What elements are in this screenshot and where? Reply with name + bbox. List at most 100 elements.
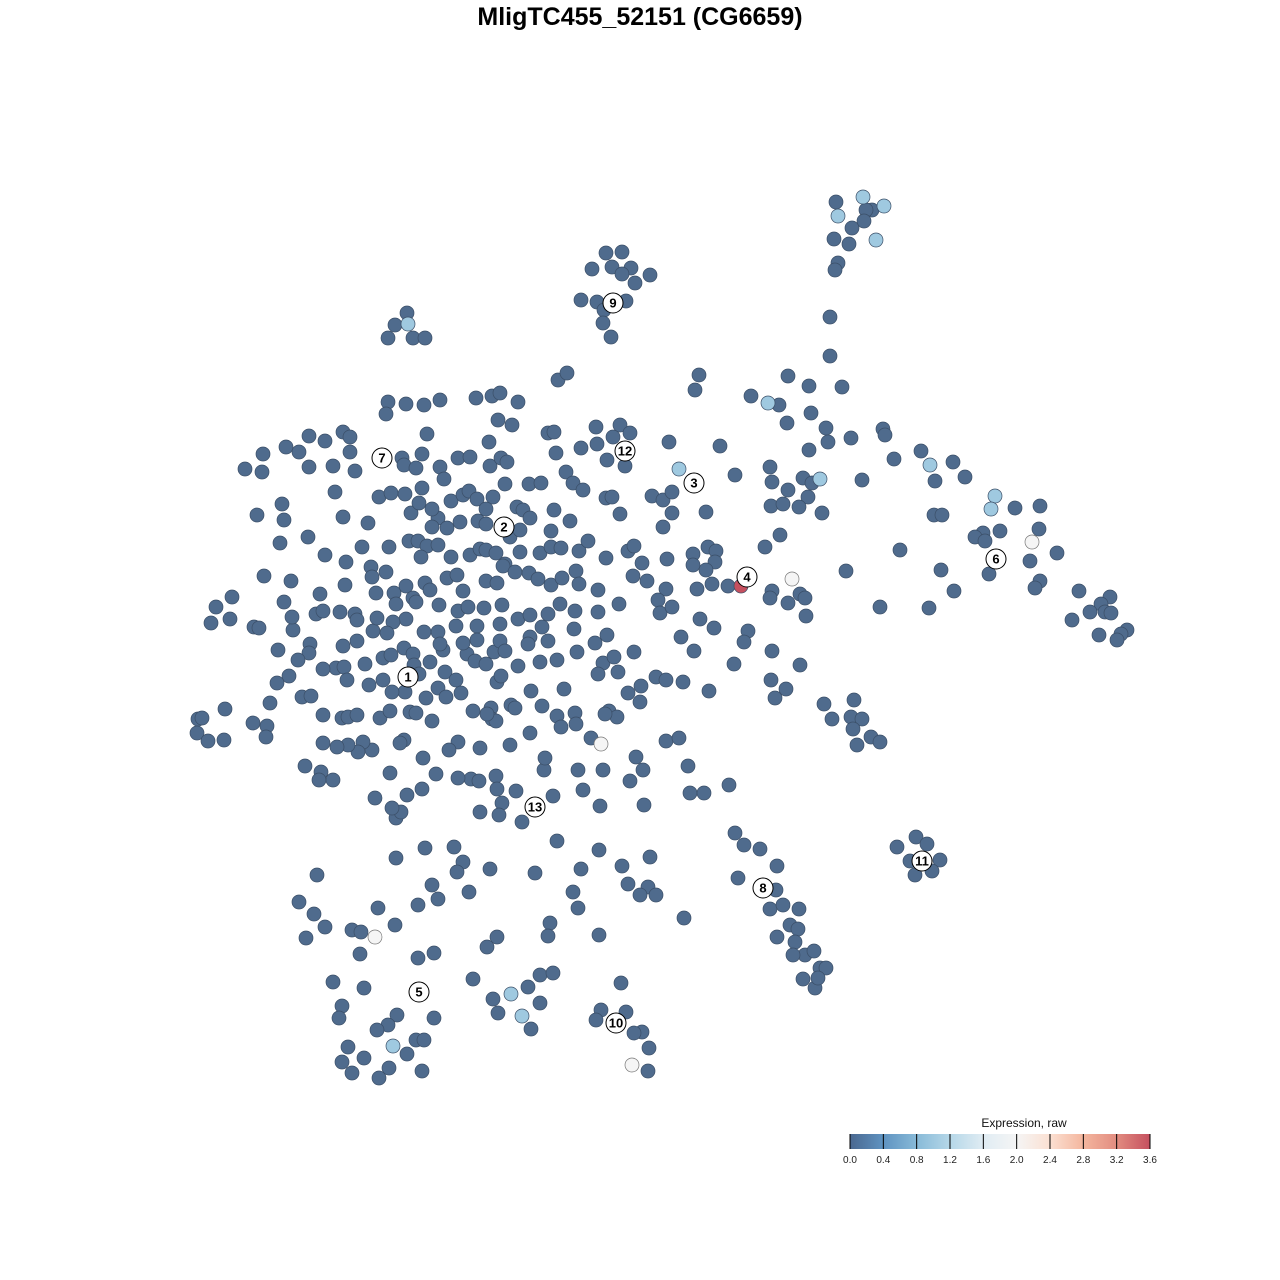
data-point bbox=[416, 397, 432, 413]
data-point bbox=[659, 551, 675, 567]
data-point bbox=[367, 790, 383, 806]
data-point bbox=[380, 394, 396, 410]
data-point bbox=[417, 840, 433, 856]
data-point bbox=[443, 549, 459, 565]
data-point bbox=[492, 385, 508, 401]
data-point bbox=[469, 618, 485, 634]
data-point bbox=[593, 736, 609, 752]
data-point bbox=[200, 733, 216, 749]
data-point bbox=[408, 460, 424, 476]
data-point bbox=[408, 594, 424, 610]
data-point bbox=[845, 721, 861, 737]
data-point bbox=[317, 433, 333, 449]
data-point bbox=[465, 971, 481, 987]
data-point bbox=[1064, 612, 1080, 628]
data-point bbox=[824, 711, 840, 727]
data-point bbox=[921, 600, 937, 616]
data-point bbox=[727, 467, 743, 483]
data-point bbox=[522, 510, 538, 526]
data-point bbox=[846, 692, 862, 708]
data-point bbox=[568, 716, 584, 732]
data-point bbox=[317, 547, 333, 563]
data-point bbox=[382, 765, 398, 781]
data-point bbox=[575, 482, 591, 498]
data-point bbox=[424, 713, 440, 729]
data-point bbox=[698, 562, 714, 578]
legend-tick-label: 3.6 bbox=[1143, 1155, 1157, 1166]
data-point bbox=[685, 557, 701, 573]
data-point bbox=[325, 458, 341, 474]
data-point bbox=[479, 939, 495, 955]
data-point bbox=[633, 678, 649, 694]
data-point bbox=[300, 529, 316, 545]
data-point bbox=[764, 643, 780, 659]
data-point bbox=[507, 700, 523, 716]
data-point bbox=[449, 864, 465, 880]
data-point bbox=[378, 406, 394, 422]
data-point bbox=[490, 1005, 506, 1021]
cluster-label-text: 2 bbox=[500, 520, 507, 535]
data-point bbox=[1082, 604, 1098, 620]
data-point bbox=[661, 434, 677, 450]
data-point bbox=[1049, 545, 1065, 561]
data-point bbox=[387, 317, 403, 333]
data-point bbox=[543, 577, 559, 593]
data-point bbox=[801, 378, 817, 394]
data-point bbox=[455, 583, 471, 599]
data-point bbox=[381, 539, 397, 555]
data-point bbox=[546, 424, 562, 440]
cluster-label: 1 bbox=[397, 666, 419, 688]
data-point bbox=[816, 696, 832, 712]
data-point bbox=[353, 924, 369, 940]
data-point bbox=[481, 434, 497, 450]
data-point bbox=[290, 652, 306, 668]
data-point bbox=[676, 910, 692, 926]
data-point bbox=[946, 583, 962, 599]
data-point bbox=[329, 739, 345, 755]
data-point bbox=[269, 675, 285, 691]
data-point bbox=[443, 493, 459, 509]
data-point bbox=[476, 600, 492, 616]
data-point bbox=[567, 603, 583, 619]
data-point bbox=[441, 742, 457, 758]
data-point bbox=[763, 672, 779, 688]
data-point bbox=[556, 681, 572, 697]
cluster-label-text: 6 bbox=[992, 552, 999, 567]
data-point bbox=[642, 849, 658, 865]
data-point bbox=[546, 502, 562, 518]
data-point bbox=[478, 516, 494, 532]
data-point bbox=[532, 967, 548, 983]
cluster-label-text: 1 bbox=[404, 670, 411, 685]
data-point bbox=[614, 266, 630, 282]
cluster-label-badge bbox=[371, 447, 393, 469]
data-point bbox=[565, 475, 581, 491]
data-point bbox=[399, 1046, 415, 1062]
data-point bbox=[303, 688, 319, 704]
data-point bbox=[919, 836, 935, 852]
data-point bbox=[495, 558, 511, 574]
data-point bbox=[523, 683, 539, 699]
data-point bbox=[892, 542, 908, 558]
data-point bbox=[610, 664, 626, 680]
data-point bbox=[472, 804, 488, 820]
data-point bbox=[780, 368, 796, 384]
data-point bbox=[598, 245, 614, 261]
data-point bbox=[706, 620, 722, 636]
data-point bbox=[580, 533, 596, 549]
data-point bbox=[488, 545, 504, 561]
data-point bbox=[569, 644, 585, 660]
data-point bbox=[540, 928, 556, 944]
data-point bbox=[416, 624, 432, 640]
data-point bbox=[769, 929, 785, 945]
cluster-label-text: 12 bbox=[618, 444, 632, 459]
data-point bbox=[375, 672, 391, 688]
data-point bbox=[297, 758, 313, 774]
data-point bbox=[383, 647, 399, 663]
data-point bbox=[664, 599, 680, 615]
cluster-label-badge bbox=[911, 850, 933, 872]
data-point bbox=[448, 672, 464, 688]
data-point bbox=[365, 623, 381, 639]
data-point bbox=[342, 429, 358, 445]
data-point bbox=[595, 762, 611, 778]
data-point bbox=[216, 732, 232, 748]
